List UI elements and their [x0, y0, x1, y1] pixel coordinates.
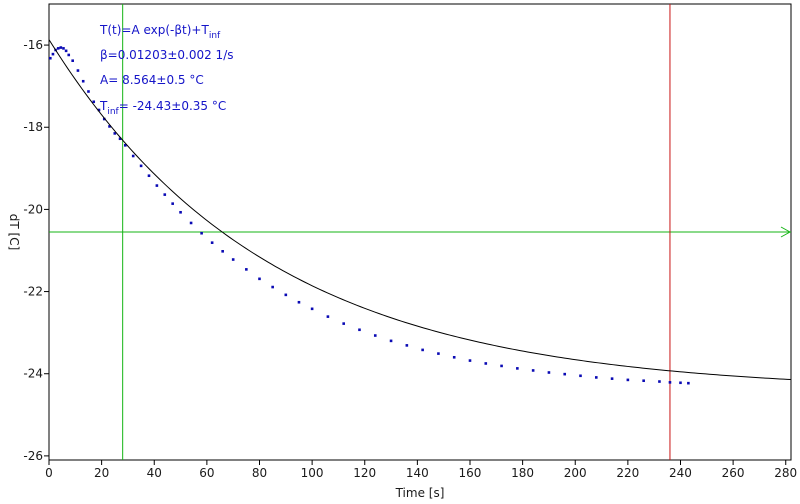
data-point	[687, 381, 690, 385]
data-point	[59, 46, 63, 49]
data-point	[500, 364, 503, 368]
data-point	[626, 378, 630, 382]
data-point	[64, 49, 68, 53]
data-point	[679, 381, 682, 385]
data-point	[87, 90, 90, 93]
arrow-right-icon	[780, 226, 791, 238]
data-point	[49, 56, 52, 60]
data-point	[516, 367, 519, 370]
data-point	[179, 210, 182, 214]
x-tick-label: 60	[199, 466, 214, 480]
data-point	[452, 355, 456, 359]
y-tick-label: -26	[23, 449, 43, 463]
y-tick-label: -22	[23, 285, 43, 299]
data-point	[245, 268, 248, 271]
data-point	[81, 79, 85, 83]
y-tick-label: -16	[23, 38, 43, 52]
data-point	[547, 371, 551, 374]
data-point	[221, 250, 224, 253]
x-tick-label: 240	[669, 466, 692, 480]
data-point	[210, 241, 214, 244]
data-point	[189, 221, 193, 225]
data-point	[310, 307, 314, 311]
x-tick-label: 200	[564, 466, 587, 480]
fit-annotation: T(t)=A exp(-βt)+Tinf β=0.01203±0.002 1/s…	[99, 23, 234, 117]
y-axis-ticks: -16 -18 -20 -22 -24 -26	[23, 38, 49, 463]
x-tick-label: 140	[406, 466, 429, 480]
data-point	[92, 100, 96, 104]
x-tick-label: 220	[616, 466, 639, 480]
data-point	[389, 339, 393, 343]
x-tick-label: 180	[511, 466, 534, 480]
y-axis-title: dT [C]	[7, 214, 21, 251]
y-tick-label: -20	[23, 202, 43, 216]
data-point	[102, 117, 106, 121]
data-point	[171, 202, 174, 205]
fit-curve	[49, 39, 791, 381]
data-point	[258, 277, 261, 281]
data-point	[124, 144, 127, 147]
data-point	[155, 184, 159, 187]
x-tick-label: 160	[459, 466, 482, 480]
data-point	[563, 372, 567, 376]
annotation-amplitude: A= 8.564±0.5 °C	[100, 73, 204, 87]
data-point	[108, 125, 111, 128]
data-point	[51, 52, 55, 56]
x-axis-ticks: 0 20 40 60 80 100 120 140 160 180 200 220 240 260 280	[45, 460, 797, 480]
data-point	[594, 376, 598, 379]
data-point	[163, 193, 167, 196]
data-point	[531, 369, 535, 372]
data-point	[421, 348, 424, 352]
data-point	[67, 53, 71, 57]
data-point	[271, 285, 274, 289]
data-point	[76, 69, 80, 72]
data-point	[147, 174, 151, 178]
data-point	[668, 381, 672, 384]
data-point	[284, 293, 288, 297]
x-tick-label: 100	[301, 466, 324, 480]
data-point	[484, 362, 488, 365]
data-point	[113, 132, 117, 135]
x-axis-title: Time [s]	[395, 486, 445, 500]
data-point	[97, 108, 101, 112]
annotation-beta: β=0.01203±0.002 1/s	[100, 48, 234, 62]
data-point	[118, 137, 122, 141]
data-point	[326, 315, 330, 318]
x-tick-label: 80	[252, 466, 267, 480]
x-tick-label: 40	[147, 466, 162, 480]
data-point	[579, 374, 582, 378]
data-point	[342, 322, 345, 325]
y-tick-label: -18	[23, 120, 43, 134]
x-tick-label: 280	[774, 466, 797, 480]
data-point	[131, 154, 135, 158]
data-point	[56, 47, 60, 50]
x-tick-label: 0	[45, 466, 53, 480]
data-point	[358, 328, 361, 332]
data-point	[71, 59, 74, 62]
data-point	[642, 379, 645, 383]
data-point	[200, 231, 203, 235]
data-point	[405, 344, 409, 347]
x-tick-label: 120	[353, 466, 376, 480]
data-point	[468, 359, 472, 362]
data-point	[139, 164, 143, 168]
data-point	[437, 352, 440, 355]
data-point	[231, 258, 235, 261]
x-tick-label: 20	[94, 466, 109, 480]
x-tick-label: 260	[722, 466, 745, 480]
annotation-tinf: Tinf= -24.43±0.35 °C	[99, 99, 226, 117]
data-point	[610, 377, 614, 380]
y-tick-label: -24	[23, 367, 43, 381]
data-point	[658, 380, 661, 383]
data-point	[62, 47, 65, 50]
data-point	[373, 334, 377, 337]
data-point	[297, 300, 301, 304]
annotation-formula: T(t)=A exp(-βt)+Tinf	[99, 23, 221, 41]
